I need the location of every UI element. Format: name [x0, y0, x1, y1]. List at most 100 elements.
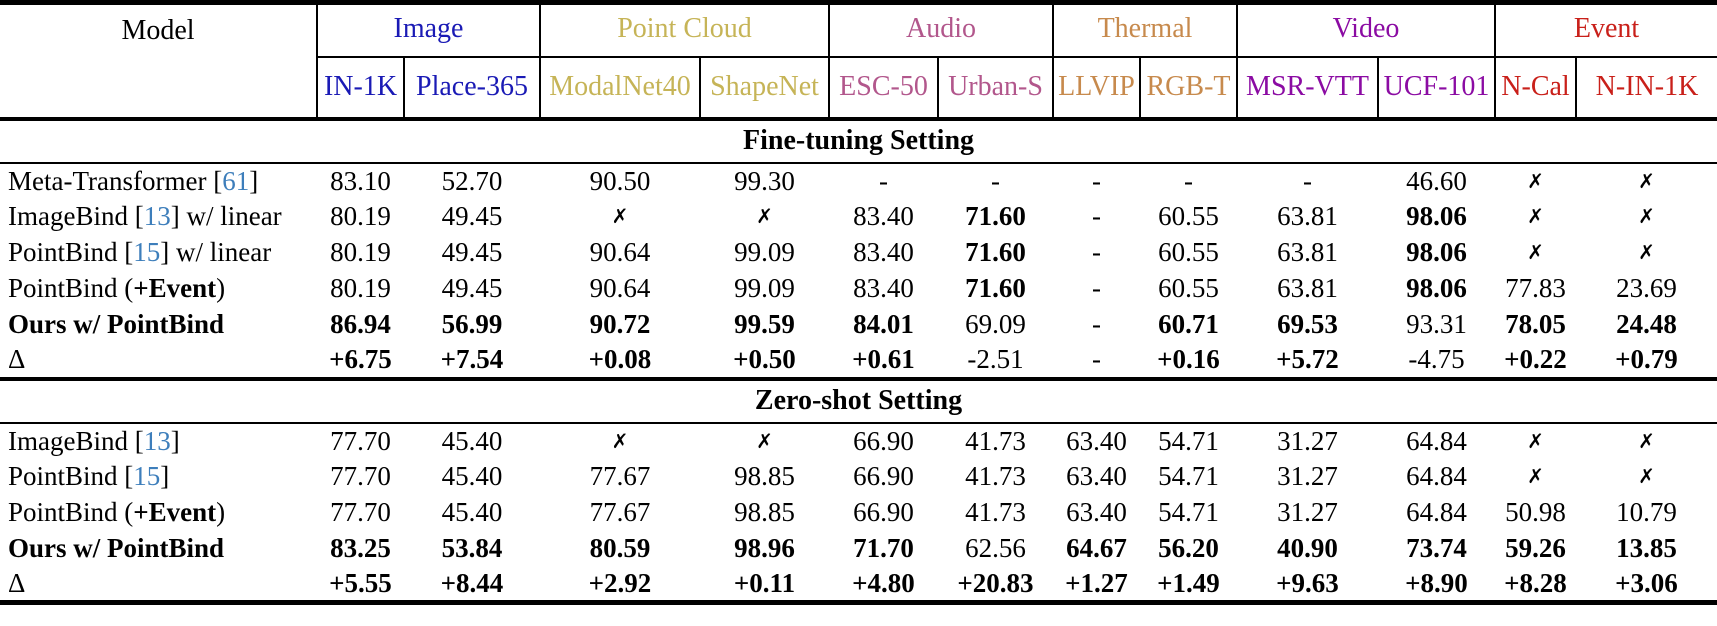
- dataset-header-in-1k: IN-1K: [316, 56, 404, 119]
- citation-link[interactable]: 15: [133, 461, 161, 491]
- score-cell: -: [1092, 273, 1101, 303]
- score-cell: 98.96: [734, 533, 795, 563]
- score-cell: -: [1092, 201, 1101, 231]
- score-cell: 99.09: [734, 273, 795, 303]
- score-cell: 63.40: [1066, 461, 1127, 491]
- score-cell: 77.67: [589, 461, 651, 491]
- dataset-header-ucf-101: UCF-101: [1377, 56, 1495, 119]
- cross-mark-icon: ✗: [1638, 466, 1655, 488]
- model-cell: Meta-Transformer [61]: [0, 163, 317, 199]
- score-cell: 66.90: [853, 425, 914, 456]
- model-label-part: ]: [249, 165, 259, 196]
- citation-link[interactable]: 13: [143, 201, 171, 231]
- dataset-header-msr-vtt: MSR-VTT: [1236, 56, 1378, 119]
- score-cell: -: [991, 165, 1000, 196]
- score-cell: 63.81: [1277, 201, 1338, 231]
- score-cell: 90.72: [589, 309, 651, 339]
- citation-link[interactable]: 13: [143, 425, 171, 456]
- score-cell: 64.84: [1406, 425, 1467, 456]
- dataset-header-modalnet40: ModalNet40: [539, 56, 700, 119]
- score-cell: 54.71: [1158, 425, 1219, 456]
- score-cell: +0.50: [733, 344, 796, 374]
- score-cell: +1.49: [1157, 567, 1220, 598]
- dataset-header-llvip: LLVIP: [1052, 56, 1140, 119]
- score-cell: 41.73: [965, 497, 1026, 527]
- score-cell: -: [1303, 165, 1312, 196]
- score-cell: 60.55: [1158, 237, 1219, 267]
- group-header-event: Event: [1494, 2, 1717, 58]
- score-cell: 69.09: [965, 309, 1026, 339]
- cross-mark-icon: ✗: [1527, 242, 1544, 264]
- table-row: Δ +6.75 +7.54 +0.08 +0.50 +0.61 -2.51 - +0.16 +5.…: [0, 343, 1717, 379]
- score-cell: 64.67: [1066, 533, 1127, 563]
- score-cell: +0.61: [852, 344, 915, 374]
- score-cell: 31.27: [1277, 461, 1338, 491]
- score-cell: 90.64: [589, 273, 651, 303]
- score-cell: 54.71: [1158, 497, 1219, 527]
- model-label-part: ] w/ linear: [170, 201, 282, 231]
- cross-mark-icon: ✗: [1638, 242, 1655, 264]
- table-row: PointBind (+Event) 77.70 45.40 77.67 98.85 66…: [0, 495, 1717, 531]
- table-row: Meta-Transformer [61] 83.10 52.70 90.50 99.3…: [0, 163, 1717, 199]
- citation-link[interactable]: 61: [222, 165, 250, 196]
- table-body: Fine-tuning Setting Meta-Transformer [61]…: [0, 118, 1717, 603]
- dataset-header-urban-s: Urban-S: [937, 56, 1053, 119]
- score-cell: 62.56: [965, 533, 1026, 563]
- table-row: PointBind [15] 77.70 45.40 77.67 98.85 66.90 4…: [0, 459, 1717, 495]
- model-cell: PointBind (+Event): [0, 271, 317, 307]
- model-label-part: Meta-Transformer [: [8, 165, 223, 196]
- dataset-header-row: IN-1K Place-365 ModalNet40 ShapeNet ESC-50 Ur…: [0, 56, 1717, 119]
- model-label-part: ] w/ linear: [160, 237, 272, 267]
- score-cell: 63.81: [1277, 273, 1338, 303]
- score-cell: 45.40: [441, 425, 503, 456]
- cross-mark-icon: ✗: [1527, 430, 1544, 453]
- score-cell: -: [1184, 165, 1193, 196]
- group-header-audio: Audio: [828, 2, 1053, 58]
- table-head: Model Image Point Cloud Audio Thermal Video Ev…: [0, 2, 1717, 119]
- model-label-part: ImageBind [: [8, 201, 144, 231]
- model-label-part: +Event: [133, 273, 217, 303]
- model-label-part: PointBind (: [8, 273, 134, 303]
- score-cell: 63.40: [1066, 497, 1127, 527]
- model-cell: ImageBind [13] w/ linear: [0, 199, 317, 235]
- score-cell: 98.06: [1406, 201, 1467, 231]
- model-label-part: Ours w/ PointBind: [8, 533, 225, 563]
- score-cell: 41.73: [965, 461, 1026, 491]
- score-cell: 23.69: [1616, 273, 1677, 303]
- model-label-part: Δ: [8, 344, 26, 374]
- cross-mark-icon: ✗: [1527, 170, 1544, 193]
- score-cell: 64.84: [1406, 497, 1467, 527]
- model-label-part: ]: [160, 461, 170, 491]
- score-cell: 66.90: [853, 497, 914, 527]
- citation-link[interactable]: 15: [133, 237, 161, 267]
- score-cell: +8.44: [440, 567, 504, 598]
- score-cell: 71.60: [965, 201, 1026, 231]
- cross-mark-icon: ✗: [756, 206, 773, 228]
- score-cell: 98.85: [734, 461, 795, 491]
- group-header-row: Model Image Point Cloud Audio Thermal Video Ev…: [0, 2, 1717, 58]
- model-label-part: ]: [170, 425, 180, 456]
- group-header-thermal: Thermal: [1052, 2, 1237, 58]
- score-cell: 64.84: [1406, 461, 1467, 491]
- score-cell: +0.79: [1615, 344, 1678, 374]
- score-cell: -: [879, 165, 888, 196]
- score-cell: 90.50: [589, 165, 651, 196]
- score-cell: 98.06: [1406, 237, 1467, 267]
- cross-mark-icon: ✗: [1527, 206, 1544, 228]
- score-cell: +5.55: [329, 567, 392, 598]
- score-cell: 31.27: [1277, 497, 1338, 527]
- table-row: PointBind (+Event) 80.19 49.45 90.64 99.09 83…: [0, 271, 1717, 307]
- score-cell: +0.11: [733, 567, 796, 598]
- model-label-part: PointBind [: [8, 237, 134, 267]
- score-cell: 99.59: [734, 309, 795, 339]
- cross-mark-icon: ✗: [611, 206, 629, 228]
- score-cell: 40.90: [1277, 533, 1338, 563]
- score-cell: 49.45: [441, 273, 503, 303]
- score-cell: -: [1092, 237, 1101, 267]
- dataset-header-place-365: Place-365: [403, 56, 540, 119]
- results-table: Model Image Point Cloud Audio Thermal Video Ev…: [0, 0, 1717, 605]
- score-cell: 83.10: [330, 165, 391, 196]
- score-cell: 52.70: [441, 165, 503, 196]
- score-cell: 98.85: [734, 497, 795, 527]
- section-heading-row: Zero-shot Setting: [0, 378, 1717, 423]
